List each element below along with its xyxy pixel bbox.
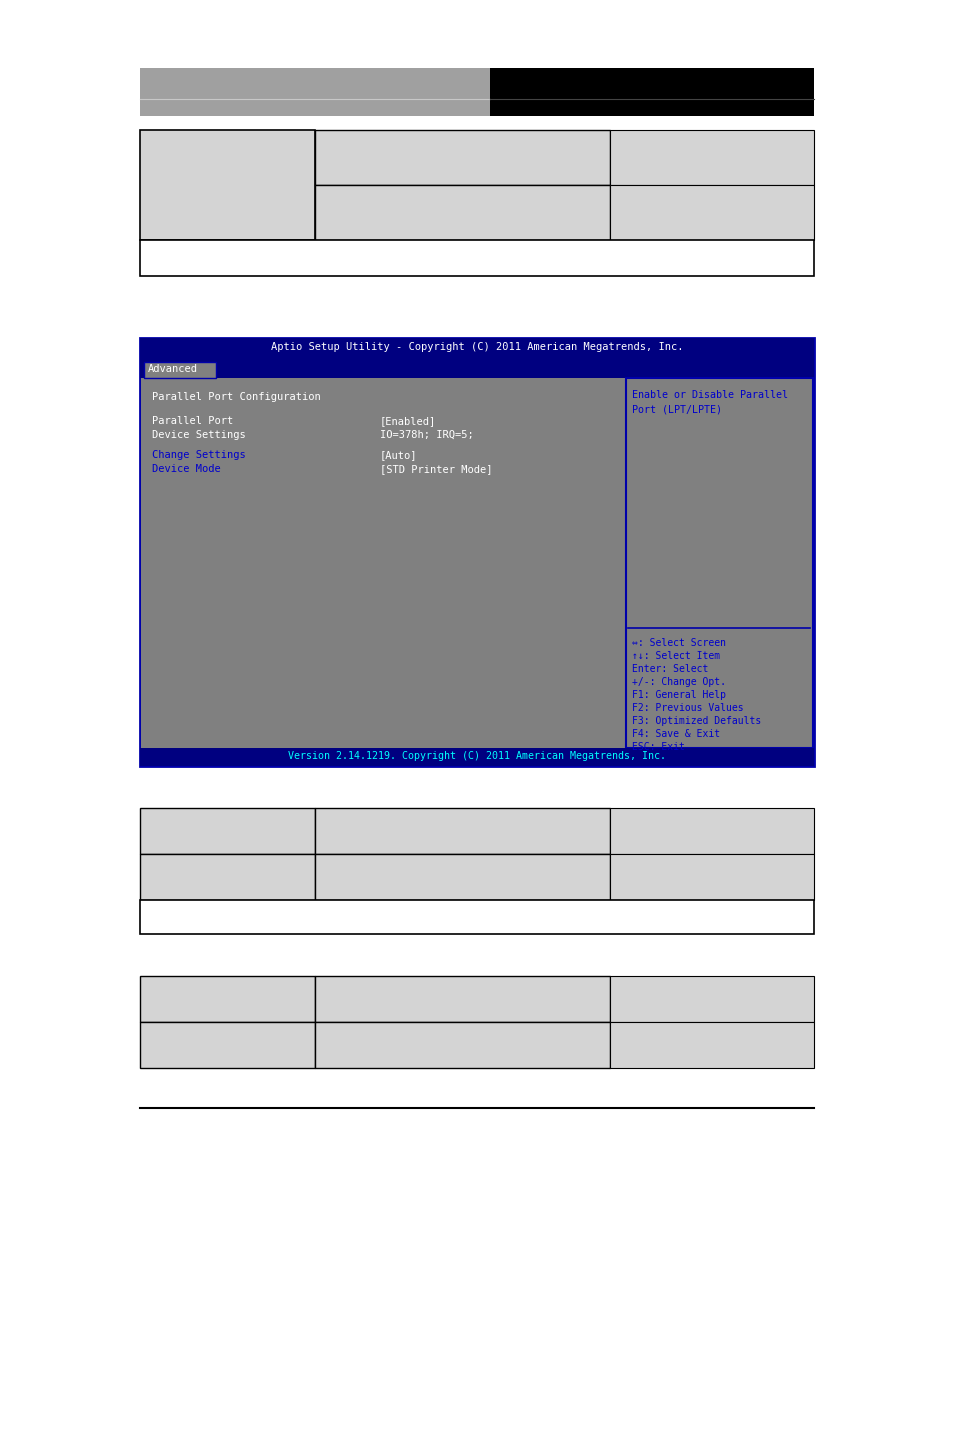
Bar: [140, 901, 813, 934]
Bar: [314, 855, 609, 901]
Text: F2: Previous Values: F2: Previous Values: [631, 703, 742, 713]
Bar: [314, 807, 609, 855]
Text: IO=378h; IRQ=5;: IO=378h; IRQ=5;: [379, 430, 474, 440]
Text: Enter: Select: Enter: Select: [631, 664, 708, 674]
Bar: [140, 338, 813, 360]
Bar: [144, 361, 215, 379]
Text: F4: Save & Exit: F4: Save & Exit: [631, 728, 720, 739]
Text: Enable or Disable Parallel: Enable or Disable Parallel: [631, 390, 787, 400]
Text: F3: Optimized Defaults: F3: Optimized Defaults: [631, 716, 760, 726]
Text: Device Settings: Device Settings: [152, 430, 246, 440]
Bar: [140, 807, 314, 855]
Text: ↑↓: Select Item: ↑↓: Select Item: [631, 651, 720, 661]
Bar: [140, 1022, 314, 1068]
Text: Advanced: Advanced: [148, 364, 198, 374]
Bar: [141, 379, 624, 749]
Bar: [314, 977, 609, 1022]
Bar: [609, 855, 813, 901]
Text: F1: General Help: F1: General Help: [631, 690, 725, 700]
Bar: [314, 130, 609, 185]
Text: Device Mode: Device Mode: [152, 465, 220, 475]
Text: ESC: Exit: ESC: Exit: [631, 741, 684, 751]
Text: Parallel Port Configuration: Parallel Port Configuration: [152, 391, 320, 402]
Bar: [140, 239, 813, 275]
Bar: [140, 67, 490, 116]
Text: Port (LPT/LPTE): Port (LPT/LPTE): [631, 404, 721, 414]
Bar: [140, 130, 314, 239]
Text: +/-: Change Opt.: +/-: Change Opt.: [631, 677, 725, 687]
Text: Aptio Setup Utility - Copyright (C) 2011 American Megatrends, Inc.: Aptio Setup Utility - Copyright (C) 2011…: [271, 341, 682, 351]
Bar: [609, 1022, 813, 1068]
Bar: [490, 67, 813, 116]
Bar: [140, 360, 813, 379]
Bar: [625, 379, 812, 749]
Bar: [609, 130, 813, 185]
Text: Version 2.14.1219. Copyright (C) 2011 American Megatrends, Inc.: Version 2.14.1219. Copyright (C) 2011 Am…: [288, 751, 665, 761]
Bar: [609, 185, 813, 239]
Text: [Enabled]: [Enabled]: [379, 416, 436, 426]
Bar: [314, 1022, 609, 1068]
Bar: [609, 807, 813, 855]
Bar: [140, 855, 314, 901]
Bar: [314, 185, 609, 239]
Bar: [140, 977, 314, 1022]
Text: ⇔: Select Screen: ⇔: Select Screen: [631, 638, 725, 648]
Text: [Auto]: [Auto]: [379, 450, 417, 460]
Text: Change Settings: Change Settings: [152, 450, 246, 460]
Text: [STD Printer Mode]: [STD Printer Mode]: [379, 465, 492, 475]
Bar: [140, 338, 813, 766]
Bar: [609, 977, 813, 1022]
Text: Parallel Port: Parallel Port: [152, 416, 233, 426]
Bar: [140, 749, 813, 766]
